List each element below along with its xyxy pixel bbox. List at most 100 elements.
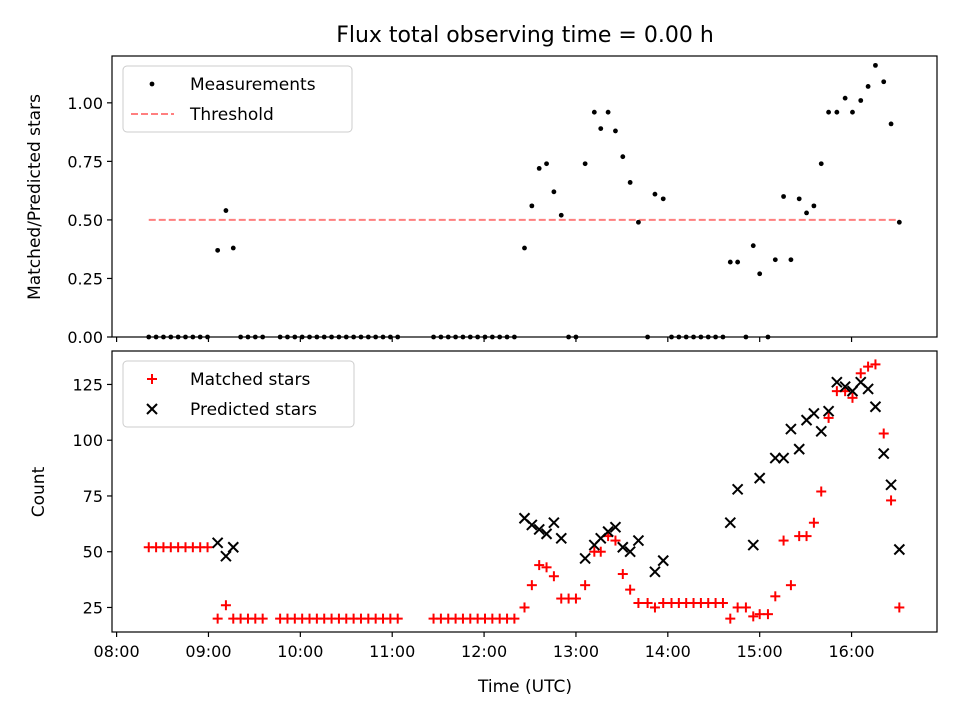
top-legend: Measurements Threshold [122, 65, 353, 133]
measurement-point [705, 334, 711, 340]
measurement-point [865, 84, 871, 89]
measurement-point [888, 121, 894, 127]
bottom-y-tick-label: 50 [83, 543, 103, 562]
bottom-panel: 25 50 75 100 125 08:00 09:00 10:00 11:00 12:00 13… [29, 350, 938, 697]
top-panel: 0.00 0.25 0.50 0.75 1.00 Matched/Predicted s… [25, 55, 938, 347]
x-tick-label: 12:00 [461, 642, 507, 661]
predicted-star-point [624, 546, 636, 558]
bottom-plot-frame [111, 350, 938, 633]
predicted-star-point [724, 517, 736, 529]
measurement-point [190, 334, 196, 340]
predicted-star-point [808, 407, 820, 420]
measurement-point [168, 334, 174, 340]
measurement-point [245, 334, 251, 340]
matched-star-point [740, 602, 751, 613]
measurement-point [489, 334, 495, 340]
bottom-y-tick-label: 75 [83, 487, 103, 506]
predicted-star-point [632, 534, 645, 547]
x-tick-label: 11:00 [369, 642, 415, 661]
measurement-point [252, 334, 258, 340]
measurement-point [307, 334, 312, 340]
matched-star-point [642, 598, 653, 609]
measurement-point [566, 334, 571, 340]
bottom-y-tick-label: 125 [72, 375, 103, 394]
measurement-point [804, 210, 809, 216]
measurement-point [558, 212, 564, 218]
predicted-star-point [815, 425, 827, 437]
measurement-point [573, 334, 579, 340]
predicted-star-point [869, 401, 882, 413]
measurement-point [223, 208, 229, 213]
predicted-star-point [227, 541, 239, 553]
matched-star-point [649, 602, 660, 613]
predicted-star-point [777, 452, 790, 464]
x-tick-label: 13:00 [553, 642, 599, 661]
matched-star-point [725, 613, 736, 624]
measurement-point [772, 257, 778, 263]
measurement-point [343, 334, 349, 340]
matched-star-point [823, 412, 834, 423]
x-tick-label: 09:00 [185, 642, 231, 661]
matched-star-point [808, 517, 819, 528]
predicted-star-point [220, 550, 232, 562]
measurement-point [504, 334, 510, 340]
predicted-star-point [533, 523, 545, 536]
measurement-point [720, 334, 726, 340]
predicted-star-point [878, 447, 890, 460]
measurement-point [834, 109, 840, 115]
measurement-point [529, 203, 535, 209]
top-y-axis: 0.00 0.25 0.50 0.75 1.00 [67, 94, 112, 347]
legend-predicted-label: Predicted stars [190, 400, 317, 420]
top-plot-frame [111, 55, 938, 338]
measurement-point [757, 271, 763, 277]
measurement-point [215, 247, 221, 253]
measurement-point [431, 334, 436, 340]
matched-star-point [801, 531, 812, 542]
legend-matched-label: Matched stars [190, 370, 310, 390]
matched-star-point [748, 611, 759, 622]
predicted-star-point [579, 552, 591, 565]
measurement-point [858, 98, 864, 103]
measurement-point [781, 194, 786, 199]
measurement-point [818, 161, 824, 167]
measurement-point [329, 334, 334, 340]
predicted-star-point [839, 380, 851, 393]
matched-star-point [855, 368, 866, 379]
matched-star-point [541, 562, 552, 573]
matched-star-point [526, 580, 537, 591]
measurement-point [292, 334, 298, 340]
bottom-y-axis-label: Count [29, 466, 49, 517]
measurement-point [727, 259, 733, 265]
matched-star-point [595, 546, 606, 557]
predicted-star-point [731, 483, 744, 495]
top-y-tick-label: 0.00 [67, 328, 103, 347]
bottom-y-axis: 25 50 75 100 125 [72, 375, 112, 617]
x-axis-label: Time (UTC) [477, 677, 572, 697]
measurement-point [358, 334, 364, 340]
measurement-point [438, 334, 444, 340]
measurement-point [850, 109, 855, 115]
measurement-point [395, 334, 401, 340]
predicted-star-point [211, 537, 224, 549]
measurement-point [683, 334, 689, 340]
matched-star-point [816, 486, 827, 497]
measurement-point [522, 245, 527, 251]
matched-star-point [610, 535, 621, 546]
measurement-point [453, 334, 458, 340]
measurement-point [230, 245, 236, 251]
measurement-point [713, 334, 718, 340]
bottom-legend: Matched stars Predicted stars [122, 360, 355, 428]
measurement-point [873, 62, 878, 68]
measurement-point [826, 109, 831, 115]
measurement-point [205, 334, 210, 340]
measurement-point [380, 334, 386, 340]
measurement-point [183, 334, 188, 340]
measurement-point [582, 161, 588, 167]
predicted-star-point [602, 525, 614, 538]
predicted-star-point [846, 385, 859, 397]
bottom-legend-box [122, 360, 355, 428]
matched-star-point [886, 495, 897, 506]
bottom-x-axis: 08:00 09:00 10:00 11:00 12:00 13:00 14:00 15:00… [94, 632, 875, 661]
matched-star-point [509, 613, 520, 624]
measurement-point [497, 334, 503, 340]
